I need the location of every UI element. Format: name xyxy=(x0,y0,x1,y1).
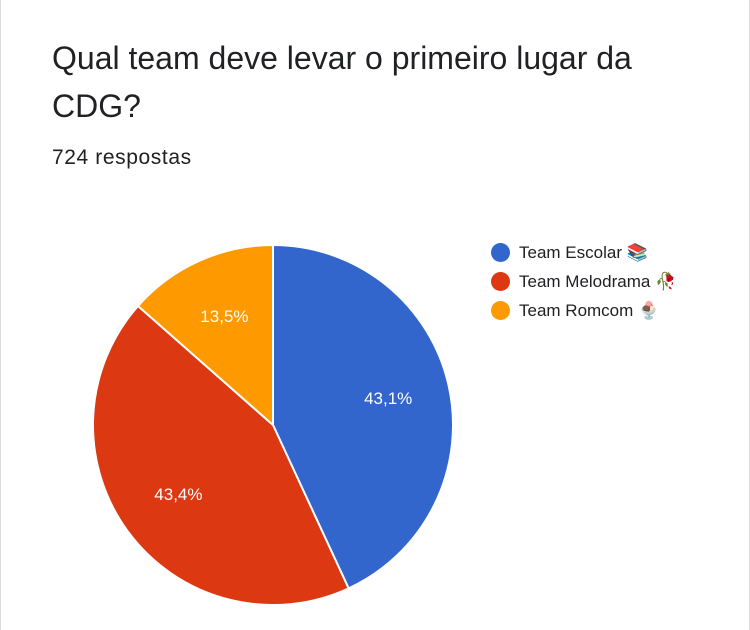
legend-item-romcom[interactable]: Team Romcom 🍨 xyxy=(491,300,679,322)
legend-label: Team Melodrama 🥀 xyxy=(519,272,677,291)
legend-label: Team Escolar 📚 xyxy=(519,243,648,262)
question-title: Qual team deve levar o primeiro lugar da… xyxy=(52,40,632,124)
pie-slice-romcom[interactable] xyxy=(136,243,274,428)
chart-legend: Team Escolar 📚 Team Melodrama 🥀 Team Rom… xyxy=(491,242,679,329)
legend-dot xyxy=(491,243,510,262)
legend-label: Team Romcom 🍨 xyxy=(519,301,660,320)
pie-slice-melodrama[interactable] xyxy=(92,304,350,607)
legend-dot xyxy=(491,272,510,291)
legend-dot xyxy=(491,301,510,320)
response-count: 724 respostas xyxy=(52,146,192,169)
pie-slice-escolar[interactable] xyxy=(272,243,454,590)
legend-item-escolar[interactable]: Team Escolar 📚 xyxy=(491,242,679,264)
slice-label-romcom: 13,5% xyxy=(200,307,248,326)
slice-label-escolar: 43,1% xyxy=(364,389,412,408)
slice-label-melodrama: 43,4% xyxy=(154,485,202,504)
legend-item-melodrama[interactable]: Team Melodrama 🥀 xyxy=(491,271,679,293)
